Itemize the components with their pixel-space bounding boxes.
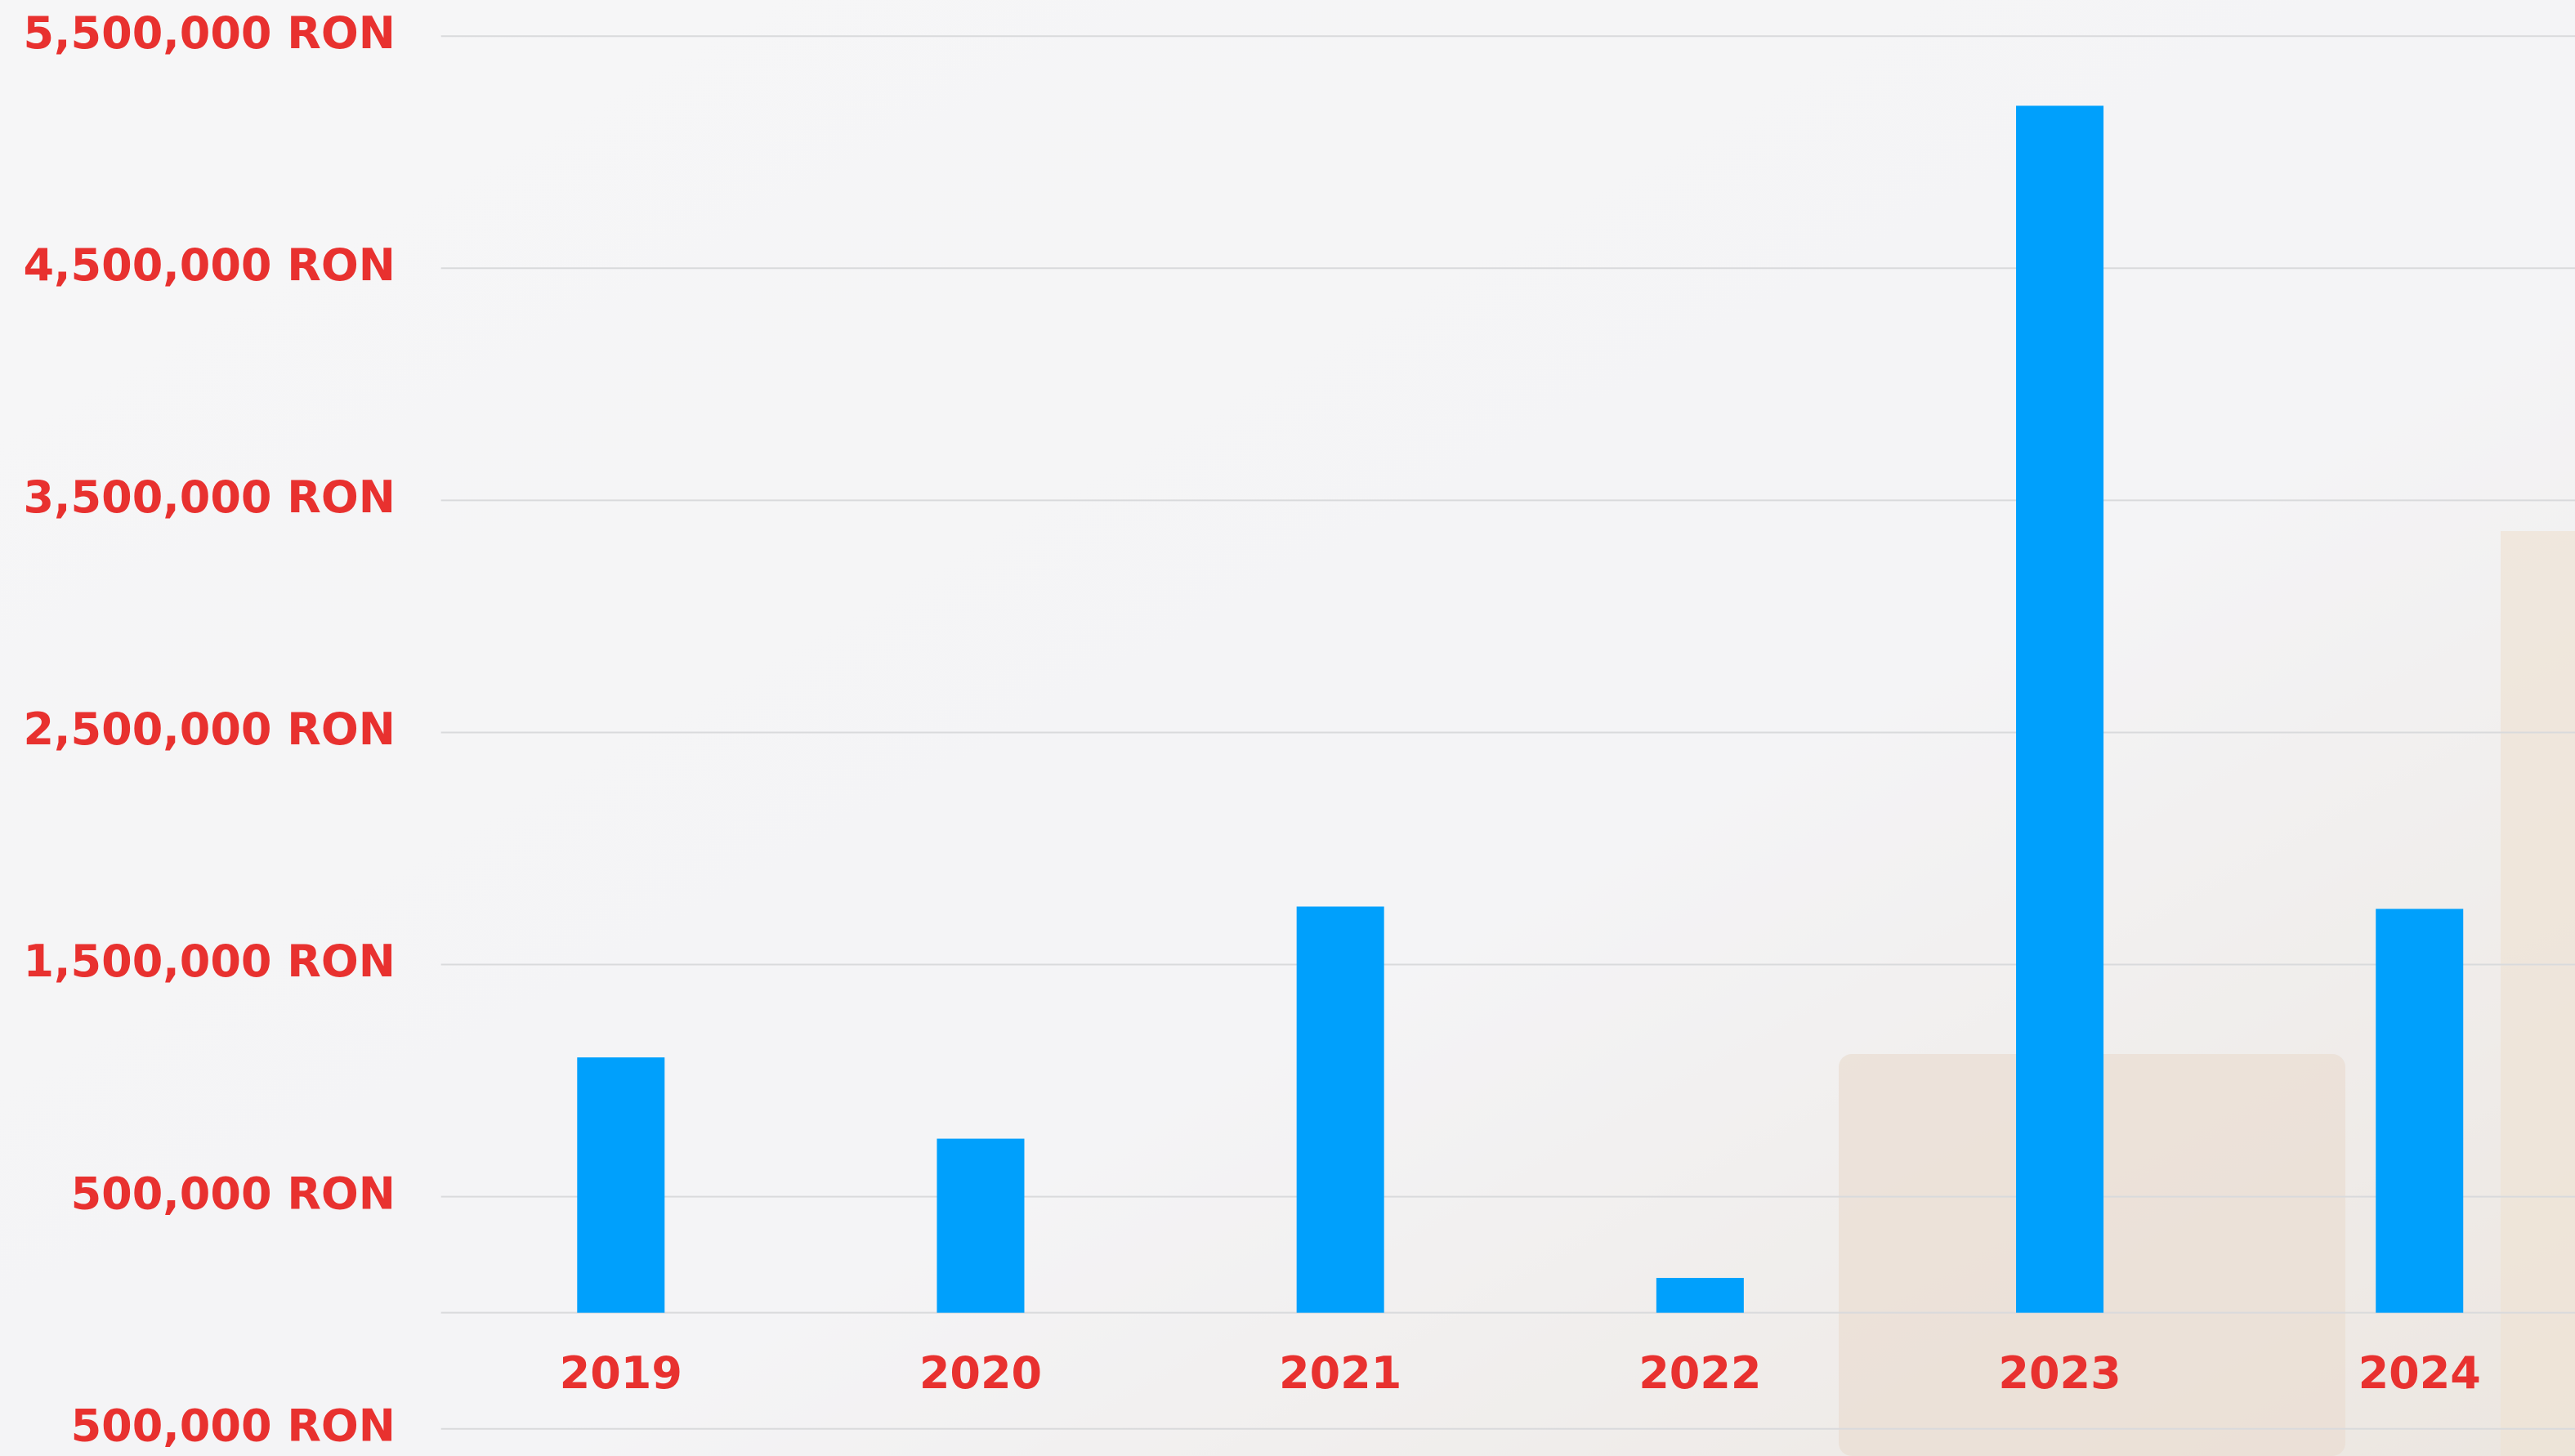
x-tick-label: 2023 xyxy=(1998,1347,2121,1399)
y-tick-label: 1,500,000 RON xyxy=(23,936,396,987)
bar xyxy=(577,1057,665,1313)
y-tick-label: 4,500,000 RON xyxy=(23,239,396,291)
background-block xyxy=(2501,531,2575,1456)
y-tick-label: 2,500,000 RON xyxy=(23,703,396,755)
bar xyxy=(1656,1278,1744,1313)
bar xyxy=(2376,909,2464,1313)
y-tick-label: 5,500,000 RON xyxy=(23,7,396,59)
bar xyxy=(1296,906,1384,1313)
x-tick-label: 2021 xyxy=(1279,1347,1401,1399)
bar xyxy=(2016,105,2104,1313)
x-tick-label: 2019 xyxy=(560,1347,682,1399)
y-tick-label: 3,500,000 RON xyxy=(23,471,396,523)
y-tick-label: 500,000 RON xyxy=(71,1400,396,1451)
x-tick-label: 2020 xyxy=(919,1347,1042,1399)
x-tick-label: 2024 xyxy=(2358,1347,2481,1399)
x-tick-label: 2022 xyxy=(1638,1347,1761,1399)
y-tick-label: 500,000 RON xyxy=(71,1168,396,1219)
bar xyxy=(937,1138,1025,1313)
